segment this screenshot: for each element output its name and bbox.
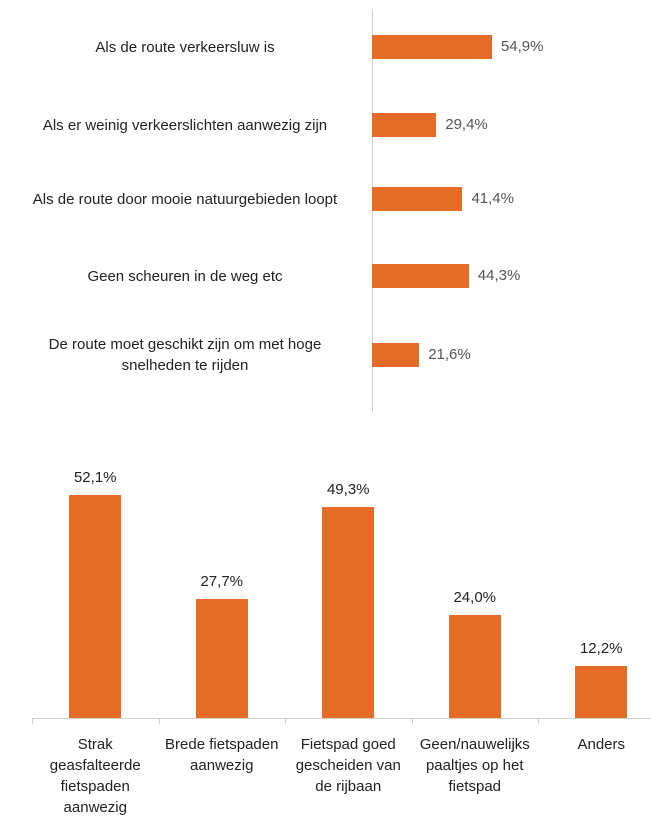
category-label: Als de route door mooie natuurgebieden l… xyxy=(10,178,360,220)
category-text: Geen scheuren in de weg etc xyxy=(87,267,283,285)
bar xyxy=(372,35,492,59)
category-text: De route moet geschikt zijn om met hoge … xyxy=(48,336,322,374)
axis-tick xyxy=(32,718,33,724)
axis-tick xyxy=(285,718,286,724)
category-label: Fietspad goed gescheiden van de rijbaan xyxy=(295,736,401,795)
value-label: 54,9% xyxy=(500,38,544,55)
axis-line xyxy=(372,10,373,412)
bar xyxy=(195,599,248,718)
axis-line xyxy=(32,718,651,719)
bar xyxy=(372,264,469,288)
category-label: De route moet geschikt zijn om met hoge … xyxy=(10,334,360,376)
category-label: Geen/nauwelijks paaltjes op het fietspad xyxy=(419,736,530,795)
value-label: 29,4% xyxy=(445,116,488,133)
axis-tick xyxy=(538,718,539,724)
value-label: 44,3% xyxy=(477,267,521,284)
value-label: 52,1% xyxy=(73,469,117,486)
bar xyxy=(372,187,463,211)
bar xyxy=(575,665,628,718)
value-label: 21,6% xyxy=(428,346,471,363)
axis-tick xyxy=(411,718,413,724)
category-label: Als de route verkeersluw is xyxy=(10,26,360,68)
category-text: Als er weinig verkeerslichten aanwezig z… xyxy=(42,116,328,134)
category-label: Brede fietspaden aanwezig xyxy=(165,736,279,774)
category-label: Geen scheuren in de weg etc xyxy=(10,255,360,297)
bar xyxy=(448,615,501,718)
category-text: Als de route verkeersluw is xyxy=(95,38,275,56)
value-label: 27,7% xyxy=(200,573,244,591)
value-label: 12,2% xyxy=(579,639,623,657)
value-label: 24,0% xyxy=(453,589,497,607)
axis-tick xyxy=(158,718,160,724)
bar xyxy=(322,506,375,718)
category-text: Als de route door mooie natuurgebieden l… xyxy=(32,190,338,208)
category-label: Strak geasfalteerde fietspaden aanwezig xyxy=(49,736,141,816)
value-label: 41,4% xyxy=(471,190,514,207)
bar xyxy=(69,495,122,718)
bar xyxy=(372,343,420,367)
category-label: Als er weinig verkeerslichten aanwezig z… xyxy=(10,104,360,146)
value-label: 49,3% xyxy=(326,480,370,498)
bar xyxy=(372,113,437,137)
category-label: Anders xyxy=(577,736,626,753)
